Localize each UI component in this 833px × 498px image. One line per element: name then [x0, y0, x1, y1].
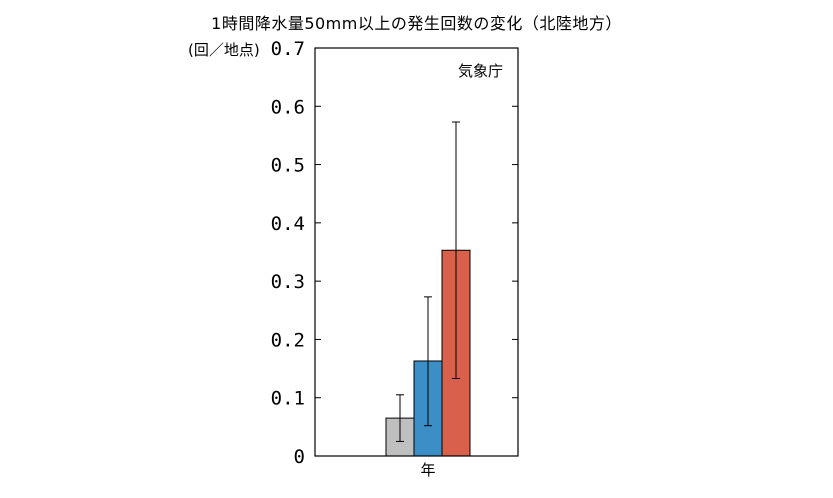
y-tick-label: 0.4: [271, 213, 305, 235]
y-tick-label: 0.5: [271, 155, 305, 177]
y-tick-label: 0.7: [271, 38, 305, 60]
error-bars-layer: [396, 121, 460, 442]
y-tick-label: 0: [294, 446, 305, 468]
chart-title: 1時間降水量50mm以上の発生回数の変化（北陸地方）: [211, 14, 622, 33]
source-credit: 気象庁: [458, 62, 503, 80]
x-axis-category-label: 年: [420, 461, 435, 479]
y-axis-ticks: 0 0.1 0.2 0.3 0.4 0.5 0.6 0.7: [271, 38, 518, 468]
y-axis-unit-label: (回／地点): [188, 41, 260, 59]
y-tick-label: 0.2: [271, 329, 305, 351]
y-tick-label: 0.6: [271, 96, 305, 118]
plot-frame: [314, 47, 519, 457]
y-tick-label: 0.3: [271, 271, 305, 293]
y-tick-label: 0.1: [271, 388, 305, 410]
